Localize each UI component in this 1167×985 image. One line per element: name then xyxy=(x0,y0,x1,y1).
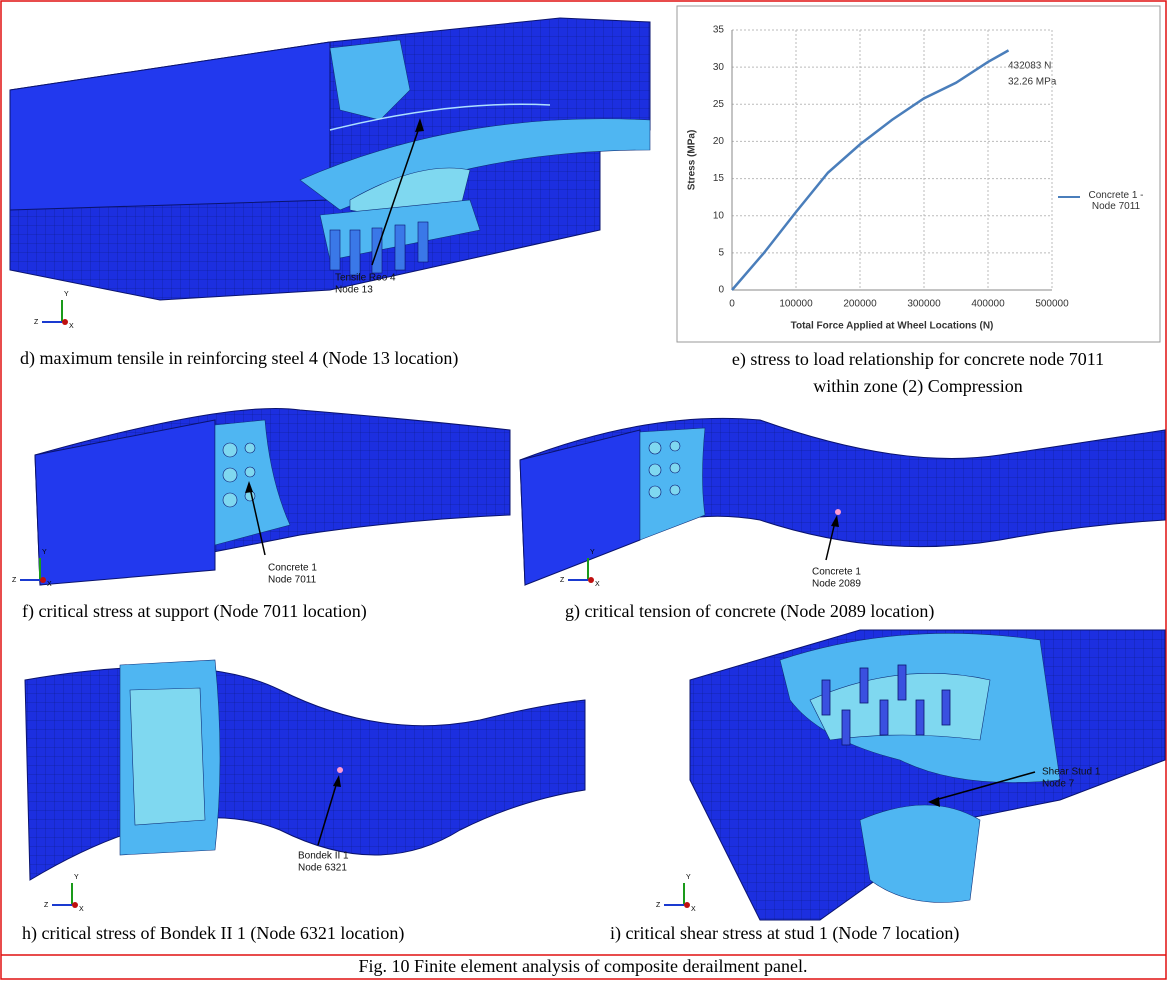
legend-item: Concrete 1 - Node 7011 xyxy=(1058,190,1158,212)
y-tick-label: 15 xyxy=(713,173,725,184)
node-label: Shear Stud 1 xyxy=(1042,767,1101,778)
node-label: Node 6321 xyxy=(298,863,347,874)
node-label: Concrete 1 xyxy=(812,567,861,578)
y-tick-label: 25 xyxy=(713,99,725,110)
node-label: Node 7 xyxy=(1042,779,1075,790)
node-label: Node 13 xyxy=(335,285,373,296)
triad-label: X xyxy=(79,906,84,913)
triad-origin xyxy=(40,577,46,583)
x-tick-label: 100000 xyxy=(779,299,813,310)
x-tick-label: 400000 xyxy=(971,299,1005,310)
triad-label: Y xyxy=(42,549,47,556)
node-label: Concrete 1 xyxy=(268,563,317,574)
x-tick-label: 500000 xyxy=(1035,299,1069,310)
triad-label: Z xyxy=(34,319,39,326)
caption: within zone (2) Compression xyxy=(813,376,1022,397)
chart-frame xyxy=(677,6,1160,342)
triad-origin xyxy=(684,902,690,908)
triad-label: Y xyxy=(590,549,595,556)
fe-model-h xyxy=(25,660,585,880)
y-tick-label: 0 xyxy=(718,285,724,296)
x-tick-label: 0 xyxy=(729,299,735,310)
legend-swatch xyxy=(1058,196,1080,198)
triad-origin xyxy=(72,902,78,908)
triad-label: Y xyxy=(64,291,69,298)
fe-model-d xyxy=(10,18,650,300)
triad-label: X xyxy=(595,581,600,588)
legend: Concrete 1 - Node 7011 xyxy=(1058,190,1158,230)
caption: g) critical tension of concrete (Node 20… xyxy=(565,601,934,622)
triad-label: Y xyxy=(686,874,691,881)
y-tick-label: 5 xyxy=(718,247,724,258)
y-axis-title: Stress (MPa) xyxy=(687,130,698,191)
node-label: Node 7011 xyxy=(268,575,317,586)
x-axis-title: Total Force Applied at Wheel Locations (… xyxy=(791,321,994,332)
annotation: 432083 N xyxy=(1008,61,1051,72)
y-tick-label: 35 xyxy=(713,25,725,36)
node-label: Node 2089 xyxy=(812,579,861,590)
legend-label: Concrete 1 - Node 7011 xyxy=(1084,190,1148,212)
triad-label: Z xyxy=(560,577,565,584)
caption: i) critical shear stress at stud 1 (Node… xyxy=(610,923,959,944)
triad-label: Z xyxy=(12,577,17,584)
triad-label: Y xyxy=(74,874,79,881)
fe-model-g xyxy=(520,418,1165,585)
triad-label: Z xyxy=(656,902,661,909)
fe-model-f xyxy=(35,408,510,585)
triad-label: Z xyxy=(44,902,49,909)
triad-label: X xyxy=(69,323,74,330)
triad-origin xyxy=(62,319,68,325)
node-label: Tensile Reo 4 xyxy=(335,273,396,284)
figure-caption: Fig. 10 Finite element analysis of compo… xyxy=(359,956,808,976)
caption: d) maximum tensile in reinforcing steel … xyxy=(20,348,458,369)
y-tick-label: 10 xyxy=(713,210,725,221)
caption: h) critical stress of Bondek II 1 (Node … xyxy=(22,923,404,944)
y-tick-label: 30 xyxy=(713,62,725,73)
triad-origin xyxy=(588,577,594,583)
figure: Concrete 1 - Node 7011 Stress (MPa) Tota… xyxy=(0,0,1167,980)
x-tick-label: 200000 xyxy=(843,299,877,310)
y-tick-label: 20 xyxy=(713,136,725,147)
triad-label: X xyxy=(691,906,696,913)
annotation: 32.26 MPa xyxy=(1008,77,1057,88)
x-tick-label: 300000 xyxy=(907,299,941,310)
triad-label: X xyxy=(47,581,52,588)
caption: e) stress to load relationship for concr… xyxy=(732,349,1104,370)
node-label: Bondek II 1 xyxy=(298,851,349,862)
caption: f) critical stress at support (Node 7011… xyxy=(22,601,367,622)
